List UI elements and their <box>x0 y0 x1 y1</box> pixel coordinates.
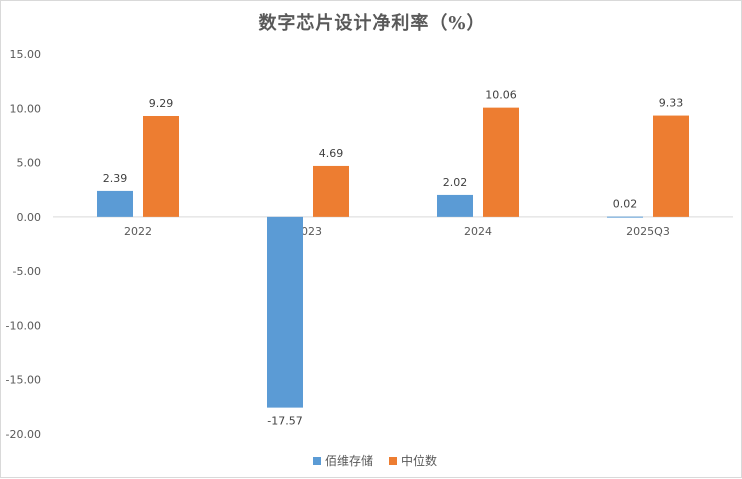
data-label: 2.02 <box>443 176 468 189</box>
data-labels: 2.39 9.29 -17.57 4.69 2.02 10.06 0.02 9.33 <box>103 89 684 428</box>
bar <box>653 115 689 217</box>
y-tick-label: 5.00 <box>17 157 42 170</box>
y-tick-label: -10.00 <box>6 319 41 332</box>
y-tick-label: 15.00 <box>10 48 42 61</box>
bar <box>607 216 643 218</box>
legend-swatch <box>389 457 397 465</box>
legend: 佰维存储 中位数 <box>313 453 437 468</box>
bar <box>483 107 519 217</box>
bar <box>313 165 349 217</box>
y-tick-label: -5.00 <box>13 265 41 278</box>
chart-title: 数字芯片设计净利率（%） <box>258 13 486 34</box>
legend-swatch <box>313 457 321 465</box>
y-axis-ticks: 15.00 10.00 5.00 0.00 -5.00 -10.00 -15.00 -20.0… <box>6 48 41 441</box>
bar <box>437 194 473 217</box>
bar <box>143 115 179 217</box>
data-label: 0.02 <box>613 198 638 211</box>
data-label: 9.29 <box>149 97 174 110</box>
x-tick-label: 2025Q3 <box>626 225 670 238</box>
x-axis-ticks: 2022 2023 2024 2025Q3 <box>124 225 670 238</box>
data-label: 10.06 <box>485 89 517 102</box>
y-tick-label: 10.00 <box>10 102 42 115</box>
x-tick-label: 2024 <box>464 225 492 238</box>
y-tick-label: -15.00 <box>6 374 41 387</box>
y-tick-label: -20.00 <box>6 428 41 441</box>
bars <box>97 107 689 408</box>
data-label: 2.39 <box>103 172 128 185</box>
bar <box>97 190 133 217</box>
data-label: 4.69 <box>319 147 344 160</box>
x-tick-label: 2022 <box>124 225 152 238</box>
legend-label: 中位数 <box>401 453 437 468</box>
bar <box>267 216 303 408</box>
data-label: 9.33 <box>659 97 684 110</box>
y-tick-label: 0.00 <box>17 211 42 224</box>
data-label: -17.57 <box>267 415 302 428</box>
legend-label: 佰维存储 <box>325 453 373 468</box>
